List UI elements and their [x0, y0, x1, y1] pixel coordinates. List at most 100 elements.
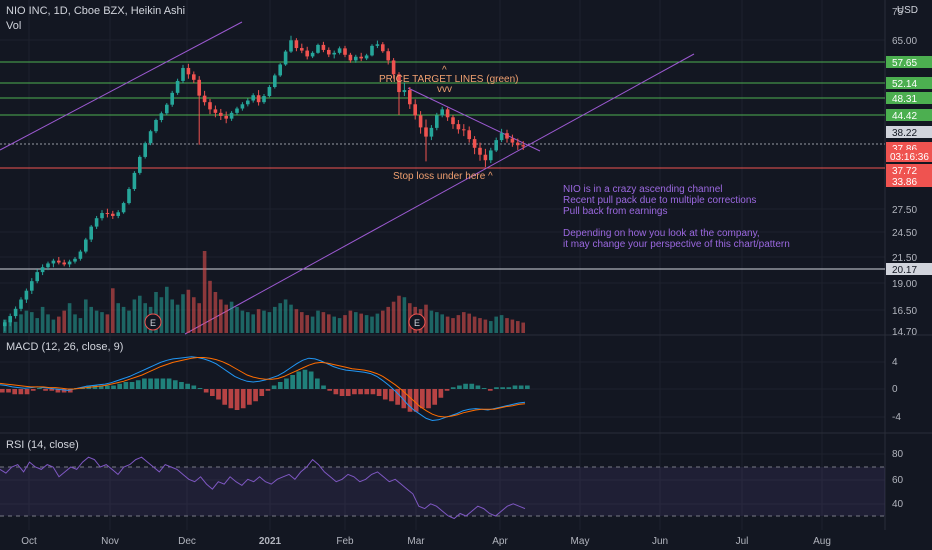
candle	[251, 93, 255, 103]
macd-histogram-bar	[407, 389, 413, 412]
candle-body	[78, 251, 83, 259]
volume-label[interactable]: Vol	[6, 20, 22, 32]
candle	[100, 210, 104, 221]
candle	[73, 256, 77, 264]
note-line: it may change your perspective of this c…	[563, 239, 790, 250]
candle-body	[348, 54, 353, 61]
candle-body	[364, 55, 369, 59]
candle	[224, 111, 228, 124]
currency-selector[interactable]: USD	[897, 5, 918, 16]
candle	[19, 297, 23, 312]
candle-body	[391, 60, 396, 75]
candle	[256, 90, 261, 106]
price-tick: 65.00	[892, 36, 917, 47]
volume-bar	[359, 313, 363, 333]
rsi-tick: 60	[892, 475, 904, 486]
price-scale[interactable]: 75 65.00 57.65 52.14 48.31 44.42 38.22 37.86 37.…	[886, 7, 932, 338]
candle	[283, 49, 288, 66]
channel-upper-line[interactable]	[0, 21, 243, 151]
candle-body	[224, 115, 228, 119]
note-line: Depending on how you look at the company…	[563, 228, 760, 239]
volume-bar	[84, 299, 88, 333]
macd-histogram-bar	[277, 382, 283, 389]
candle-body	[327, 49, 331, 55]
volume-bar	[489, 321, 493, 333]
candle	[202, 90, 207, 106]
price-tick: 48.31	[892, 94, 917, 105]
macd-line	[0, 356, 526, 422]
candle-body	[159, 113, 164, 121]
macd-histogram-bar	[426, 389, 431, 409]
volume-bar	[127, 310, 131, 333]
macd-histogram-bar	[506, 387, 512, 389]
candle	[364, 53, 369, 61]
volume-bar	[451, 318, 455, 333]
volume-bar	[305, 315, 309, 333]
candle-body	[67, 261, 72, 265]
candle	[510, 134, 515, 147]
volume-bar	[505, 318, 509, 333]
note-line: Recent pull pack due to multiple correct…	[563, 195, 757, 206]
volume-bar	[494, 316, 498, 333]
macd-histogram-bar	[117, 383, 123, 389]
rsi-scale: 80 60 40	[892, 449, 904, 510]
candle-body	[483, 154, 488, 161]
macd-histogram-bar	[321, 385, 326, 389]
candle-body	[57, 260, 61, 263]
price-tag-bg	[886, 175, 932, 187]
candle-body	[165, 104, 169, 114]
candle-body	[154, 120, 158, 132]
volume-bar	[391, 301, 396, 333]
x-axis[interactable]: Oct Nov Dec 2021 Feb Mar Apr May Jun Jul Aug	[21, 536, 831, 547]
volume-bar	[181, 294, 185, 333]
price-tick: 21.50	[892, 253, 917, 264]
candle	[289, 35, 293, 53]
price-tick: 19.00	[892, 279, 917, 290]
macd-histogram-bar	[92, 385, 98, 389]
candle	[111, 210, 115, 219]
candle	[138, 155, 142, 175]
candle-body	[46, 263, 50, 268]
candles[interactable]	[3, 35, 525, 332]
candle	[440, 106, 444, 118]
macd-histogram-bar	[129, 382, 135, 389]
macd-histogram-bar	[302, 369, 308, 389]
candle-body	[84, 239, 88, 252]
volume-bar	[521, 322, 525, 333]
macd-histogram-bar	[37, 388, 42, 389]
macd-title[interactable]: MACD (12, 26, close, 9)	[6, 341, 124, 353]
macd-histogram-bar	[315, 378, 320, 389]
volume-bar	[159, 297, 164, 333]
candle	[354, 54, 358, 63]
macd-histogram-bar	[481, 388, 487, 389]
macd-histogram-bar	[253, 389, 258, 402]
candle-body	[246, 100, 250, 105]
macd-histogram-bar	[203, 389, 209, 393]
candle-body	[354, 56, 358, 61]
candle-body	[19, 299, 23, 309]
volume-bar	[229, 301, 234, 333]
candle	[499, 128, 504, 143]
rsi-title[interactable]: RSI (14, close)	[6, 439, 79, 451]
candle-body	[148, 131, 153, 144]
candle-body	[186, 67, 191, 75]
volume-bar	[267, 312, 272, 333]
chart-header-title[interactable]: NIO INC, 1D, Cboe BZX, Heikin Ashi	[6, 5, 186, 17]
x-tick-label: Dec	[178, 536, 196, 547]
candle	[467, 126, 471, 143]
macd-histogram-bar	[228, 389, 234, 409]
volume-bar	[364, 315, 369, 333]
candle	[159, 111, 164, 123]
volume-bar	[67, 303, 72, 333]
volume-bar	[89, 306, 93, 333]
candle-body	[251, 95, 255, 101]
channel-lower-line[interactable]	[184, 53, 695, 335]
earnings-marker-label: E	[150, 318, 156, 328]
earnings-marker-nov[interactable]: E	[144, 313, 162, 331]
macd-histogram-bar	[55, 389, 61, 393]
volume-bar	[197, 303, 201, 333]
candle-body	[375, 44, 380, 46]
earnings-marker-mar[interactable]: E	[408, 313, 426, 331]
macd-histogram-bar	[518, 385, 524, 389]
